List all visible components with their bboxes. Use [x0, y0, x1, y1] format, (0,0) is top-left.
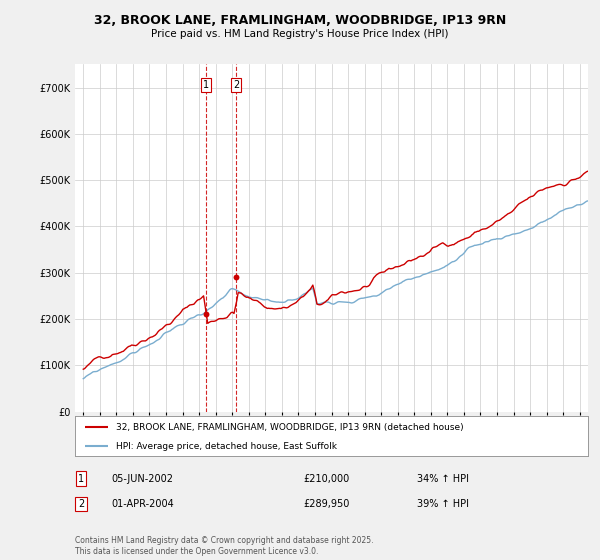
- Text: 1: 1: [78, 474, 84, 484]
- Text: 34% ↑ HPI: 34% ↑ HPI: [417, 474, 469, 484]
- Text: 01-APR-2004: 01-APR-2004: [111, 499, 174, 509]
- Point: [232, 273, 241, 282]
- Text: Contains HM Land Registry data © Crown copyright and database right 2025.
This d: Contains HM Land Registry data © Crown c…: [75, 536, 373, 556]
- Text: 05-JUN-2002: 05-JUN-2002: [111, 474, 173, 484]
- Text: 2: 2: [233, 80, 239, 90]
- Text: 39% ↑ HPI: 39% ↑ HPI: [417, 499, 469, 509]
- Text: 32, BROOK LANE, FRAMLINGHAM, WOODBRIDGE, IP13 9RN (detached house): 32, BROOK LANE, FRAMLINGHAM, WOODBRIDGE,…: [116, 423, 464, 432]
- Text: 2: 2: [78, 499, 84, 509]
- Text: £289,950: £289,950: [303, 499, 349, 509]
- Point: [202, 310, 211, 319]
- Text: £210,000: £210,000: [303, 474, 349, 484]
- Text: HPI: Average price, detached house, East Suffolk: HPI: Average price, detached house, East…: [116, 442, 337, 451]
- Text: 1: 1: [203, 80, 209, 90]
- Text: Price paid vs. HM Land Registry's House Price Index (HPI): Price paid vs. HM Land Registry's House …: [151, 29, 449, 39]
- Text: 32, BROOK LANE, FRAMLINGHAM, WOODBRIDGE, IP13 9RN: 32, BROOK LANE, FRAMLINGHAM, WOODBRIDGE,…: [94, 14, 506, 27]
